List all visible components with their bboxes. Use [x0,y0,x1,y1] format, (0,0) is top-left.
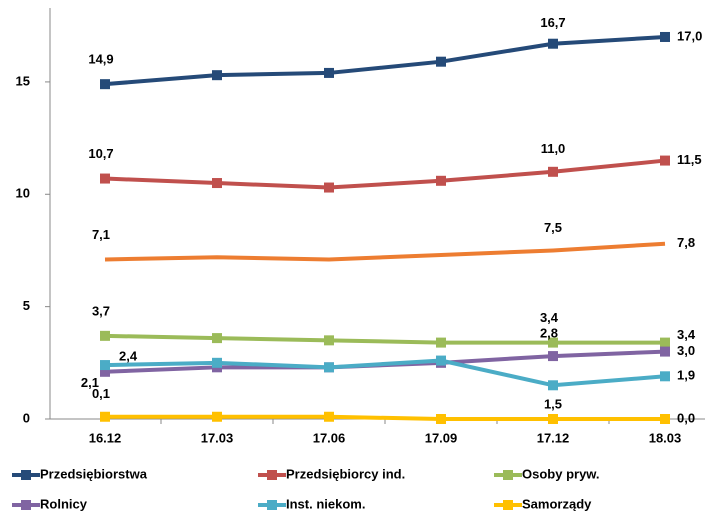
x-tick-label: 17.03 [201,430,234,445]
point-marker [324,67,334,78]
point-marker [660,414,670,424]
y-tick-label: 5 [23,298,30,313]
data-label: 11,5 [677,152,702,167]
data-label: 3,4 [540,310,559,325]
data-label: 3,4 [677,327,696,342]
point-marker [548,380,558,391]
point-marker [660,346,670,357]
point-marker [548,351,558,362]
data-label: 7,8 [677,235,695,250]
point-marker [548,38,558,49]
legend-label: Samorządy [522,496,592,511]
legend-marker [503,470,513,480]
data-label: 2,4 [119,349,138,364]
point-marker [212,70,222,81]
point-marker [436,56,446,67]
point-marker [436,337,446,348]
point-marker [324,411,334,422]
point-marker [100,173,110,184]
data-label: 10,7 [88,146,113,161]
y-tick-label: 15 [16,73,30,88]
point-marker [212,333,222,344]
x-tick-label: 16.12 [89,430,122,445]
legend-marker [21,500,31,510]
data-label: 0,1 [92,386,110,401]
data-label: 1,9 [677,368,695,383]
data-label: 1,5 [544,397,562,412]
point-marker [212,178,222,189]
data-label: 2,8 [540,326,558,341]
point-marker [660,31,670,42]
series-line [104,358,666,388]
data-label: 14,9 [88,52,113,67]
legend-label: Rolnicy [40,496,88,511]
point-marker [100,411,110,422]
series-line [104,34,666,87]
point-marker [324,335,334,346]
point-marker [548,166,558,177]
series-line [104,241,666,262]
point-marker [100,360,110,371]
legend-label: Osoby pryw. [522,466,600,481]
data-label: 3,0 [677,343,695,358]
point-marker [436,175,446,186]
point-marker [324,182,334,193]
x-tick-label: 18.03 [649,430,682,445]
point-marker [324,362,334,373]
data-label: 7,1 [92,227,110,242]
legend-marker [21,470,31,480]
point-marker [660,371,670,382]
legend-marker [267,500,277,510]
point-marker [100,330,110,341]
point-marker [548,337,558,348]
legend-label: Inst. niekom. [286,496,365,511]
point-marker [212,357,222,368]
point-marker [436,355,446,366]
point-marker [212,411,222,422]
data-label: 7,5 [544,220,562,235]
point-marker [548,414,558,424]
data-label: 3,7 [92,303,110,318]
data-label: 0,0 [677,410,695,425]
data-label: 16,7 [540,15,565,30]
data-label: 17,0 [677,28,702,43]
legend-label: Przedsiębiorcy ind. [286,466,405,481]
x-tick-label: 17.09 [425,430,458,445]
x-tick-label: 17.12 [537,430,570,445]
y-tick-label: 0 [23,410,30,425]
point-marker [100,366,110,377]
legend-label: Przedsiębiorstwa [40,466,148,481]
y-tick-label: 10 [16,186,30,201]
legend-marker [503,500,513,510]
point-marker [100,79,110,90]
data-label: 11,0 [541,141,566,156]
x-tick-label: 17.06 [313,430,346,445]
data-label: 2,1 [81,375,99,390]
point-marker [660,155,670,166]
series-line [105,414,665,421]
legend-marker [267,470,277,480]
series-line [104,333,665,345]
point-marker [436,414,446,424]
series-line [104,158,666,190]
point-marker [660,337,670,348]
